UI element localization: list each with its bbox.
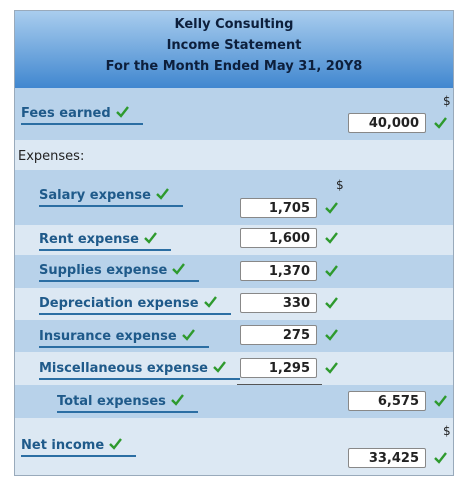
- check: [172, 263, 186, 275]
- row: Net income $33,425: [14, 418, 454, 475]
- section-label: Expenses:: [18, 149, 85, 164]
- row-label: Rent expense: [39, 232, 171, 251]
- amount-input: 6,575: [348, 391, 426, 411]
- row-label: Fees earned: [21, 106, 143, 125]
- label-text: Fees earned: [21, 106, 111, 121]
- label-text: Miscellaneous expense: [39, 361, 208, 376]
- check: [325, 265, 338, 277]
- check: [143, 232, 157, 244]
- label-text: Supplies expense: [39, 263, 168, 278]
- row-label: Insurance expense: [39, 329, 209, 348]
- label-text: Salary expense: [39, 188, 151, 203]
- label-text: Total expenses: [57, 394, 166, 409]
- amount-input: 330: [240, 293, 317, 313]
- check: [170, 394, 184, 406]
- check: [434, 117, 447, 129]
- amount-input: 275: [240, 325, 317, 345]
- check: [109, 438, 123, 450]
- company: Kelly Consulting: [174, 17, 294, 32]
- check: [325, 297, 338, 309]
- check: [325, 202, 338, 214]
- check: [434, 452, 447, 464]
- check: [115, 106, 129, 118]
- row: Miscellaneous expense 1,295: [14, 352, 454, 385]
- row-label: Salary expense: [39, 188, 183, 207]
- row: Depreciation expense 330: [14, 288, 454, 320]
- label-text: Insurance expense: [39, 329, 177, 344]
- row: Salary expense $1,705: [14, 170, 454, 225]
- total-rule: [237, 384, 322, 385]
- bottom-border: [14, 475, 454, 476]
- row: Total expenses 6,575: [14, 385, 454, 418]
- row-label: Total expenses: [57, 394, 198, 413]
- currency-symbol: $: [336, 178, 344, 192]
- amount-input: 1,295: [240, 358, 317, 378]
- row: Rent expense 1,600: [14, 225, 454, 255]
- check: [325, 232, 338, 244]
- label-text: Rent expense: [39, 232, 139, 247]
- row-label: Depreciation expense: [39, 296, 231, 315]
- amount-input: 1,600: [240, 228, 317, 248]
- header: Kelly Consulting Income Statement For th…: [14, 10, 454, 90]
- check: [155, 188, 169, 200]
- amount-input: 33,425: [348, 448, 426, 468]
- row: Expenses:: [14, 140, 454, 170]
- check: [434, 395, 447, 407]
- label-text: Depreciation expense: [39, 296, 199, 311]
- label-text: Net income: [21, 438, 105, 453]
- row: Fees earned $40,000: [14, 88, 454, 140]
- amount-input: 1,370: [240, 261, 317, 281]
- check: [203, 296, 217, 308]
- currency-symbol: $: [443, 94, 451, 108]
- currency-symbol: $: [443, 424, 451, 438]
- statement-title: Income Statement: [166, 38, 302, 53]
- row: Insurance expense 275: [14, 320, 454, 352]
- row-label: Miscellaneous expense: [39, 361, 240, 380]
- period: For the Month Ended May 31, 20Y8: [105, 59, 363, 74]
- check: [325, 362, 338, 374]
- row: Supplies expense 1,370: [14, 255, 454, 288]
- check: [181, 329, 195, 341]
- amount-input: 1,705: [240, 198, 317, 218]
- check: [325, 329, 338, 341]
- check: [213, 361, 226, 373]
- row-label: Supplies expense: [39, 263, 200, 282]
- row-label: Net income: [21, 438, 137, 457]
- amount-input: 40,000: [348, 113, 426, 133]
